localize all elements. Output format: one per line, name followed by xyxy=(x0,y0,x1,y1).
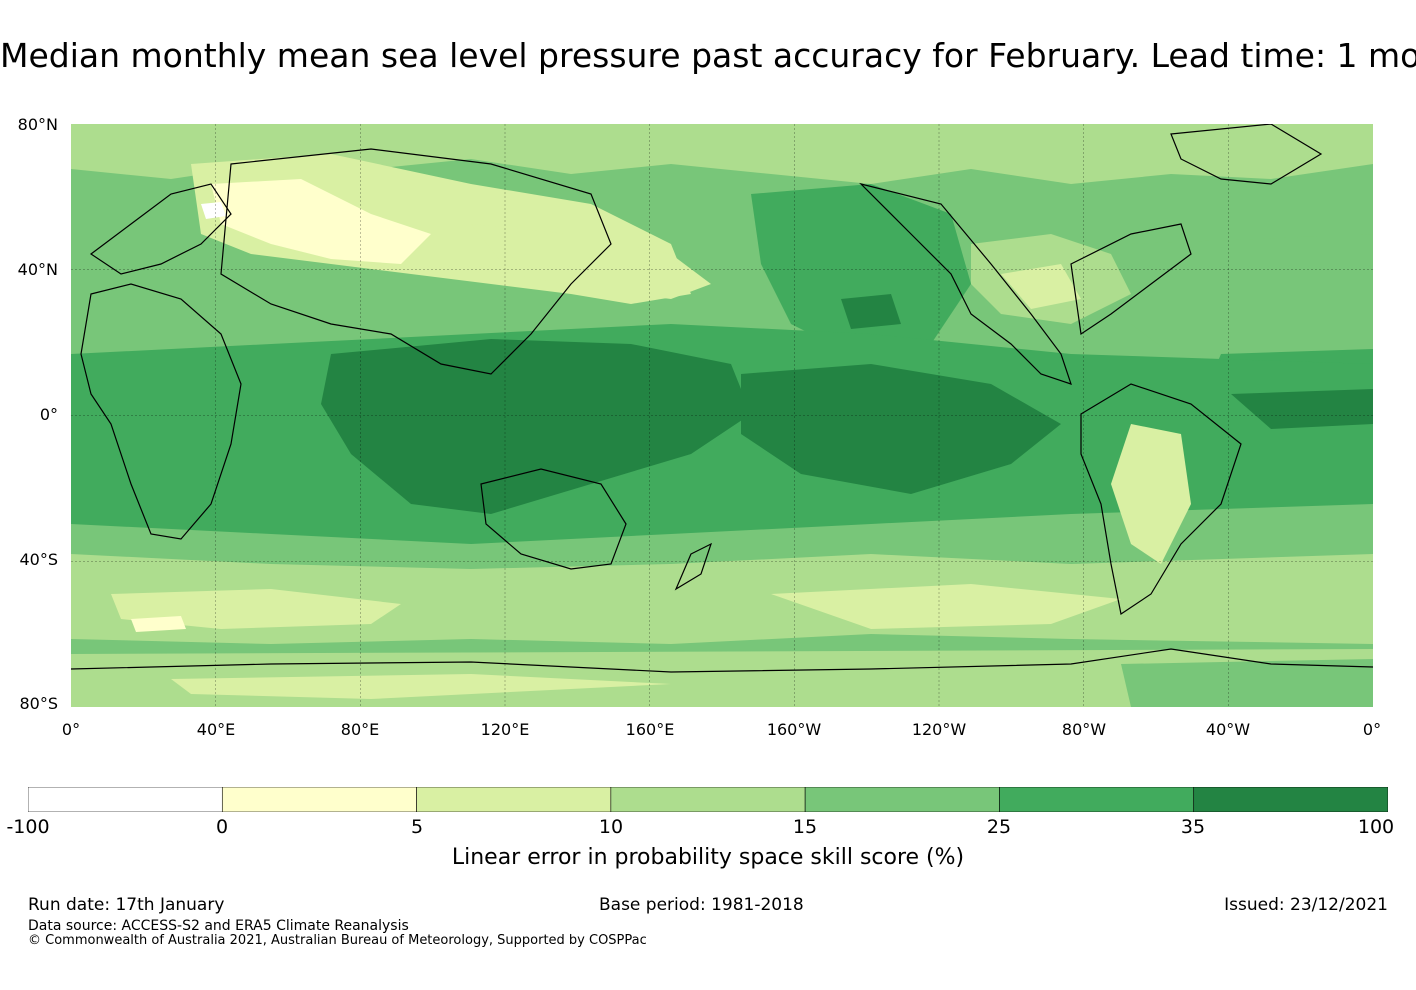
colorbar-segment-1 xyxy=(221,787,417,812)
lat-label-40s: 40°S xyxy=(19,550,58,569)
colorbar-segment-5 xyxy=(999,787,1195,812)
skill-field xyxy=(71,124,1373,707)
lon-label-120w: 120°W xyxy=(911,720,967,739)
north-america-coast xyxy=(859,182,1072,385)
north-america-pale xyxy=(1001,264,1081,309)
copyright: © Commonwealth of Australia 2021, Austra… xyxy=(28,933,647,948)
graticule xyxy=(71,124,1373,707)
lat-label-0: 0° xyxy=(39,405,58,424)
north-band xyxy=(71,124,1373,184)
colorbar-tick-0: 0 xyxy=(215,816,229,838)
lon-label-80w: 80°W xyxy=(1061,720,1107,739)
colorbar-tick-neg100: -100 xyxy=(6,816,50,838)
nz-coast xyxy=(674,542,713,591)
base-period: Base period: 1981-2018 xyxy=(599,895,804,915)
colorbar-tick-10: 10 xyxy=(598,816,624,838)
lon-label-40w: 40°W xyxy=(1205,720,1251,739)
antarctic-dark xyxy=(1121,659,1373,707)
atlantic-tropic-core xyxy=(1231,389,1373,429)
colorbar-tick-15: 15 xyxy=(792,816,818,838)
lon-label-80e: 80°E xyxy=(340,720,380,739)
lon-label-160w: 160°W xyxy=(766,720,822,739)
eurasia-white xyxy=(201,202,226,219)
lat-label-40n: 40°N xyxy=(17,260,58,279)
coastlines xyxy=(71,124,1373,673)
lon-label-0-right: 0° xyxy=(1362,720,1382,739)
atlantic-band xyxy=(1131,234,1373,364)
asia-east-light xyxy=(471,224,711,299)
south-pale-2 xyxy=(771,584,1121,629)
south-white xyxy=(131,616,186,632)
lat-label-80n: 80°N xyxy=(17,115,58,134)
colorbar-tick-5: 5 xyxy=(410,816,424,838)
lon-label-40e: 40°E xyxy=(196,720,236,739)
run-date: Run date: 17th January xyxy=(28,895,225,915)
antarctic-pale xyxy=(171,674,671,699)
lon-label-0-left: 0° xyxy=(61,720,81,739)
antarctica-coast xyxy=(71,648,1373,673)
lat-label-80s: 80°S xyxy=(19,694,58,713)
colorbar-segment-2 xyxy=(416,787,612,812)
south-pale-1 xyxy=(111,589,401,629)
colorbar-tick-25: 25 xyxy=(986,816,1012,838)
south-america-coast xyxy=(1080,383,1242,615)
map-title: Median monthly mean sea level pressure p… xyxy=(0,36,1416,75)
australia-coast xyxy=(480,468,627,570)
central-pacific-core xyxy=(741,364,1061,494)
north-america-east xyxy=(1070,223,1192,336)
skill-score-map xyxy=(71,124,1373,707)
colorbar-segment-6 xyxy=(1193,787,1388,812)
colorbar-tick-100: 100 xyxy=(1357,816,1395,838)
asia-coast xyxy=(220,148,612,375)
europe-coast xyxy=(89,183,232,275)
colorbar-segment-3 xyxy=(610,787,806,812)
data-source: Data source: ACCESS-S2 and ERA5 Climate … xyxy=(28,918,409,934)
colorbar-tick-35: 35 xyxy=(1180,816,1206,838)
issued-date: Issued: 23/12/2021 xyxy=(1224,895,1388,915)
greenland-coast xyxy=(1170,124,1323,185)
africa-coast xyxy=(80,283,242,540)
colorbar xyxy=(28,787,1388,812)
eurasia-pale xyxy=(211,179,431,264)
north-pacific-core xyxy=(841,294,901,329)
north-pacific-dark xyxy=(751,184,971,354)
lon-label-160e: 160°E xyxy=(625,720,675,739)
indo-pacific-core xyxy=(321,339,751,514)
lon-label-120e: 120°E xyxy=(480,720,530,739)
colorbar-segment-4 xyxy=(804,787,1000,812)
colorbar-segment-0 xyxy=(28,787,223,812)
south-america-pale xyxy=(1111,424,1191,564)
colorbar-label: Linear error in probability space skill … xyxy=(451,845,965,870)
